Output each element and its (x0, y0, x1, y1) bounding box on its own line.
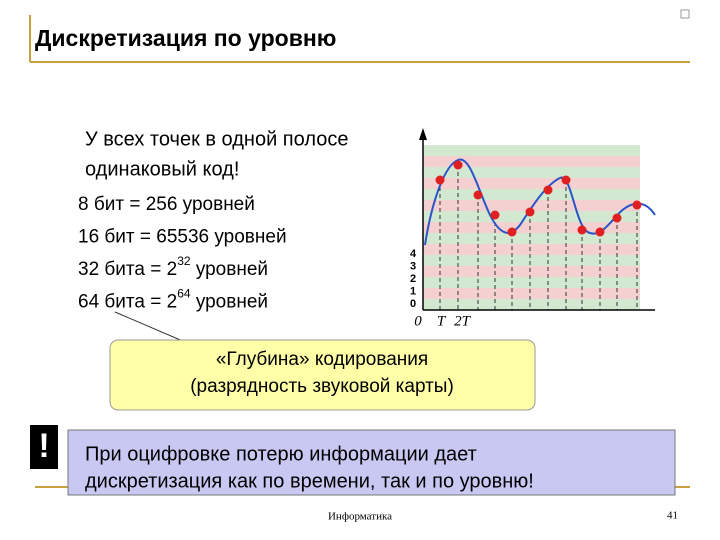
sample-point (561, 175, 571, 185)
level-text: 32 бита = 2 (78, 259, 177, 280)
time-label: 0 (414, 313, 422, 329)
level-text: 64 бита = 2 (78, 292, 177, 313)
level-line: 16 бит = 65536 уровней (78, 227, 287, 248)
sample-point (543, 185, 553, 195)
level-band (423, 178, 640, 189)
sample-point (507, 227, 517, 237)
corner-square (680, 9, 690, 19)
note-text: дискретизация как по времени, так и по у… (85, 470, 534, 492)
level-band (423, 299, 640, 310)
level-band (423, 145, 640, 156)
note-mark: ! (38, 427, 49, 465)
sample-point (525, 207, 535, 217)
level-band (423, 244, 640, 255)
level-label: 3 (410, 260, 416, 272)
footer-center: Информатика (328, 511, 392, 523)
level-exponent: 64 (177, 287, 191, 301)
level-exponent: 32 (177, 254, 191, 268)
sample-point (595, 227, 605, 237)
sample-point (435, 175, 445, 185)
level-label: 2 (410, 273, 416, 285)
level-line: 8 бит = 256 уровней (78, 194, 255, 215)
level-band (423, 222, 640, 233)
callout-text: (разрядность звуковой карты) (190, 376, 454, 397)
level-text: уровней (191, 259, 268, 280)
level-label: 1 (410, 285, 416, 297)
level-band (423, 211, 640, 222)
signal-wave (424, 158, 656, 246)
intro-line: У всех точек в одной полосе (85, 128, 348, 150)
sample-point (612, 213, 622, 223)
level-line: 64 бита = 264 уровней (78, 287, 268, 313)
sample-point (453, 160, 463, 170)
note-box (67, 429, 676, 496)
callout-box (109, 339, 536, 411)
level-text: 16 бит = 65536 уровней (78, 227, 287, 248)
level-band (423, 200, 640, 211)
time-label: 2T (454, 313, 472, 329)
levels: 8 бит = 256 уровней 16 бит = 65536 уровне… (78, 194, 287, 313)
axis-arrow (419, 128, 427, 140)
level-band (423, 266, 640, 277)
level-text: 8 бит = 256 уровней (78, 194, 255, 215)
slide-title: Дискретизация по уровню (35, 25, 336, 51)
level-text: уровней (191, 292, 268, 313)
level-label: 4 (410, 248, 417, 260)
time-label: T (437, 313, 447, 329)
sample-point (473, 190, 483, 200)
level-band (423, 255, 640, 266)
intro-line: одинаковый код! (85, 158, 239, 180)
sample-point (577, 225, 587, 235)
level-band (423, 277, 640, 288)
note-mark-box (30, 425, 58, 469)
level-line: 32 бита = 232 уровней (78, 254, 268, 280)
note-text: При оцифровке потерю информации дает (85, 443, 477, 465)
level-label: 0 (410, 298, 416, 310)
sample-point (632, 200, 642, 210)
level-band (423, 156, 640, 167)
callout-pointer (114, 311, 186, 343)
level-band (423, 189, 640, 200)
page-number: 41 (667, 510, 678, 522)
level-band (423, 288, 640, 299)
callout-text: «Глубина» кодирования (216, 349, 428, 370)
level-band (423, 233, 640, 244)
level-band (423, 167, 640, 178)
sample-point (490, 210, 500, 220)
